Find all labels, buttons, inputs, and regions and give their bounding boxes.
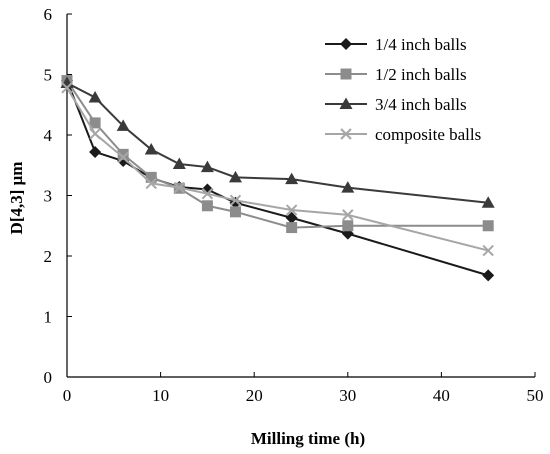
legend-label: 3/4 inch balls [375, 95, 467, 114]
legend-label: 1/2 inch balls [375, 65, 467, 84]
x-marker-stroke [229, 194, 242, 207]
x-marker-stroke [61, 82, 73, 94]
data-point [144, 143, 158, 155]
legend-item: composite balls [325, 125, 481, 144]
data-point [285, 172, 299, 185]
data-point [341, 181, 355, 193]
y-axis: 0 1 2 3 4 5 6 [44, 5, 72, 387]
y-tick-label: 3 [44, 187, 53, 206]
legend-marker [340, 68, 352, 80]
x-tick-label: 20 [246, 386, 263, 405]
legend-marker [340, 38, 352, 50]
y-tick-label: 0 [44, 368, 53, 387]
data-point [89, 128, 101, 140]
y-tick-label: 2 [44, 247, 53, 266]
data-point [145, 171, 157, 183]
data-point [229, 206, 241, 218]
legend-marker [339, 97, 353, 109]
x-tick-label: 0 [63, 386, 72, 405]
data-point [285, 204, 298, 216]
data-point [88, 90, 102, 103]
series-line [66, 82, 489, 204]
data-point [145, 177, 157, 190]
x-tick-label: 10 [152, 386, 169, 405]
x-marker-stroke [173, 181, 186, 194]
legend-item: 3/4 inch balls [325, 95, 467, 114]
data-point [342, 209, 354, 221]
data-point [116, 119, 130, 131]
legend-label: composite balls [375, 125, 481, 144]
x-axis-label: Milling time (h) [251, 429, 365, 448]
legend-item: 1/2 inch balls [325, 65, 467, 84]
y-tick-label: 6 [44, 5, 53, 24]
data-point [482, 220, 494, 232]
data-point [200, 160, 214, 173]
x-marker-stroke [145, 177, 157, 190]
series-4 [61, 82, 494, 257]
y-axis-label: D[4,3] μm [7, 162, 26, 235]
x-marker-stroke [201, 187, 214, 200]
x-marker-stroke [285, 204, 298, 216]
legend-item: 1/4 inch balls [325, 35, 467, 54]
data-point [482, 269, 495, 282]
x-tick-label: 30 [339, 386, 356, 405]
data-point [285, 211, 298, 224]
data-point [173, 181, 186, 194]
x-tick-label: 40 [433, 386, 450, 405]
series-line [66, 79, 489, 229]
y-tick-label: 1 [44, 308, 53, 327]
legend-marker [340, 128, 352, 140]
series-line [66, 87, 489, 252]
x-marker-stroke [89, 128, 101, 140]
x-tick-label: 50 [527, 386, 544, 405]
data-point [61, 82, 73, 94]
x-marker-stroke [342, 209, 354, 221]
data-point [117, 148, 129, 160]
series-layer [60, 74, 495, 282]
y-tick-label: 4 [44, 126, 53, 145]
data-point [228, 170, 242, 183]
data-point [229, 194, 242, 207]
x-marker-stroke [482, 244, 494, 257]
x-marker-stroke [117, 151, 129, 164]
legend-label: 1/4 inch balls [375, 35, 467, 54]
data-point [117, 151, 129, 164]
data-point [201, 200, 213, 212]
x-marker-stroke [340, 128, 352, 140]
data-point [342, 220, 354, 232]
x-axis: 0 10 20 30 40 50 [63, 372, 544, 405]
data-point [482, 244, 494, 257]
data-point [89, 117, 101, 129]
data-point [172, 157, 186, 170]
legend: 1/4 inch balls 1/2 inch balls 3/4 inch bal… [325, 35, 481, 144]
data-point [481, 196, 495, 208]
data-point [201, 187, 214, 200]
y-tick-label: 5 [44, 66, 53, 85]
data-point [286, 222, 298, 234]
data-point [89, 145, 102, 158]
